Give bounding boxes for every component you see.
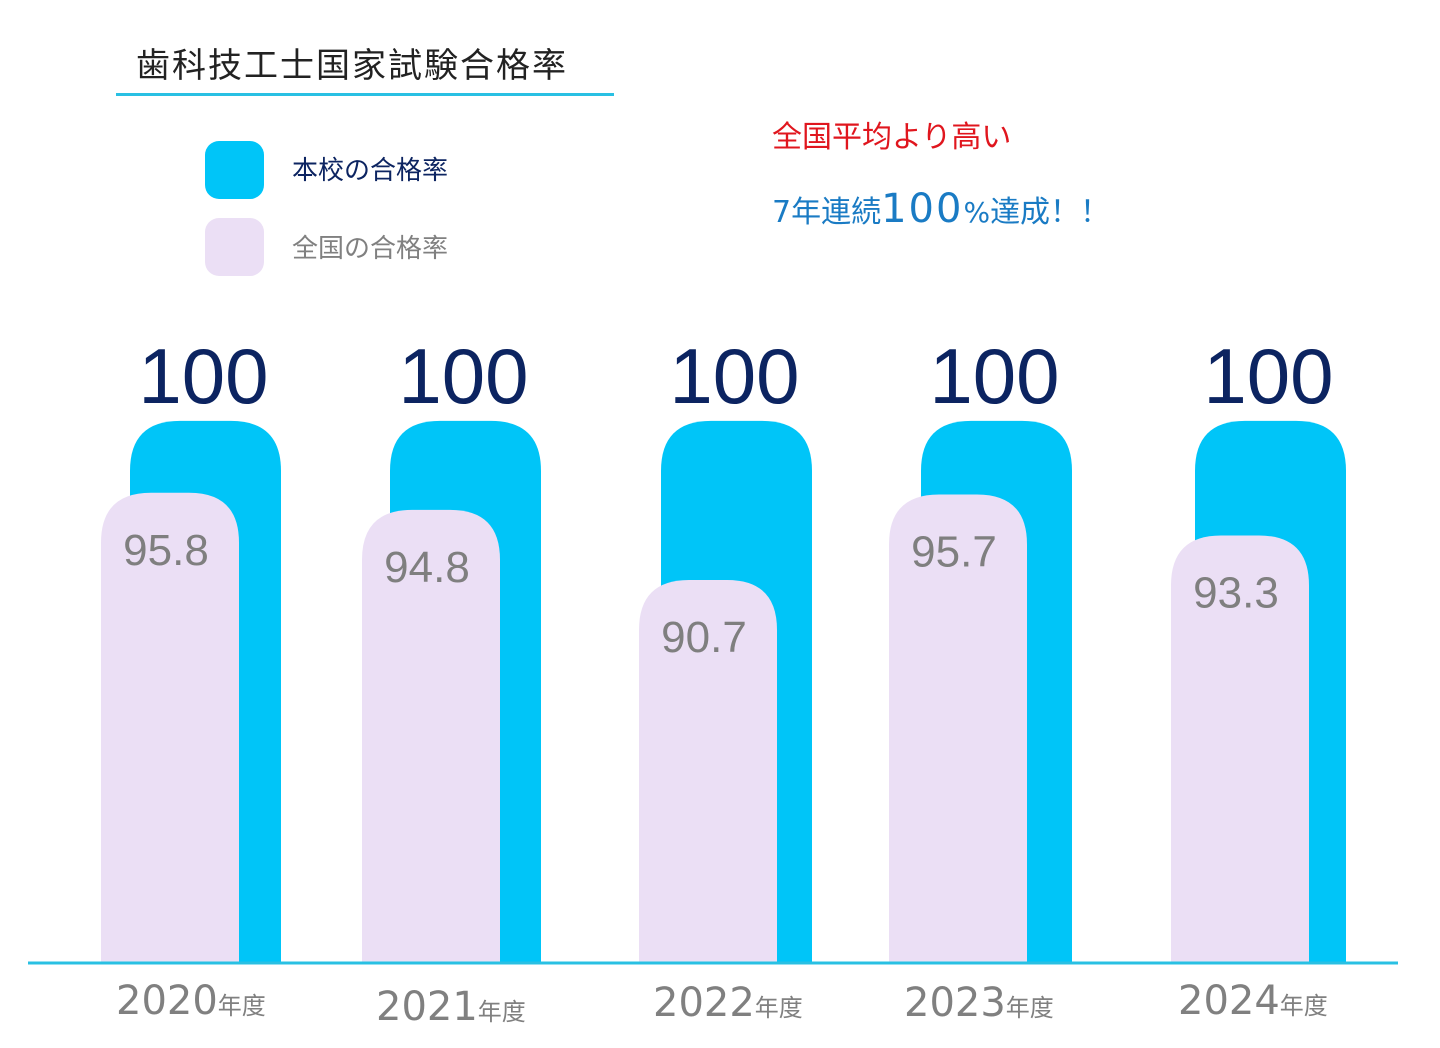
legend-label-school: 本校の合格率	[292, 156, 449, 186]
x-tick-label: 2022年度	[653, 980, 803, 1026]
x-tick-label: 2021年度	[376, 984, 526, 1030]
national-bar	[889, 494, 1027, 963]
callout-above-average: 全国平均より高い	[772, 120, 1012, 155]
national-value-label: 93.3	[1193, 569, 1279, 618]
x-tick-label: 2024年度	[1178, 978, 1328, 1024]
legend-swatch-national	[205, 218, 264, 276]
x-tick-year: 2023	[904, 980, 1006, 1026]
legend-label-national: 全国の合格率	[292, 234, 449, 264]
x-tick-year: 2021	[376, 984, 478, 1030]
national-value-label: 94.8	[384, 543, 470, 592]
x-tick-suffix: 年度	[755, 994, 803, 1022]
national-value-label: 95.7	[911, 527, 997, 576]
x-tick-label: 2020年度	[116, 978, 266, 1024]
callout-streak-suffix: 達成！！	[990, 195, 1111, 230]
national-value-label: 90.7	[661, 613, 747, 662]
x-tick-label: 2023年度	[904, 980, 1054, 1026]
national-bar	[101, 492, 239, 963]
callout-streak-number: 100	[881, 186, 964, 232]
callout-streak-prefix: 7年連続	[772, 195, 882, 230]
x-tick-year: 2020	[116, 978, 218, 1024]
school-value-label: 100	[669, 332, 799, 420]
national-bar	[1171, 535, 1309, 963]
national-value-label: 95.8	[123, 526, 209, 575]
title-underline	[116, 93, 614, 96]
x-tick-suffix: 年度	[1280, 992, 1328, 1020]
school-value-label: 100	[138, 332, 268, 420]
x-tick-suffix: 年度	[1006, 994, 1054, 1022]
school-value-label: 100	[398, 332, 528, 420]
national-bar	[639, 579, 777, 963]
x-tick-suffix: 年度	[478, 998, 526, 1026]
x-tick-year: 2024	[1178, 978, 1280, 1024]
x-tick-suffix: 年度	[218, 992, 266, 1020]
national-bar	[362, 509, 500, 963]
school-value-label: 100	[1203, 332, 1333, 420]
legend-swatch-school	[205, 141, 264, 199]
callout-streak: 7年連続100%達成！！	[772, 186, 1110, 232]
x-tick-year: 2022	[653, 980, 755, 1026]
chart-title: 歯科技工士国家試験合格率	[136, 46, 568, 86]
school-value-label: 100	[929, 332, 1059, 420]
callout-streak-percent: %	[963, 196, 991, 229]
